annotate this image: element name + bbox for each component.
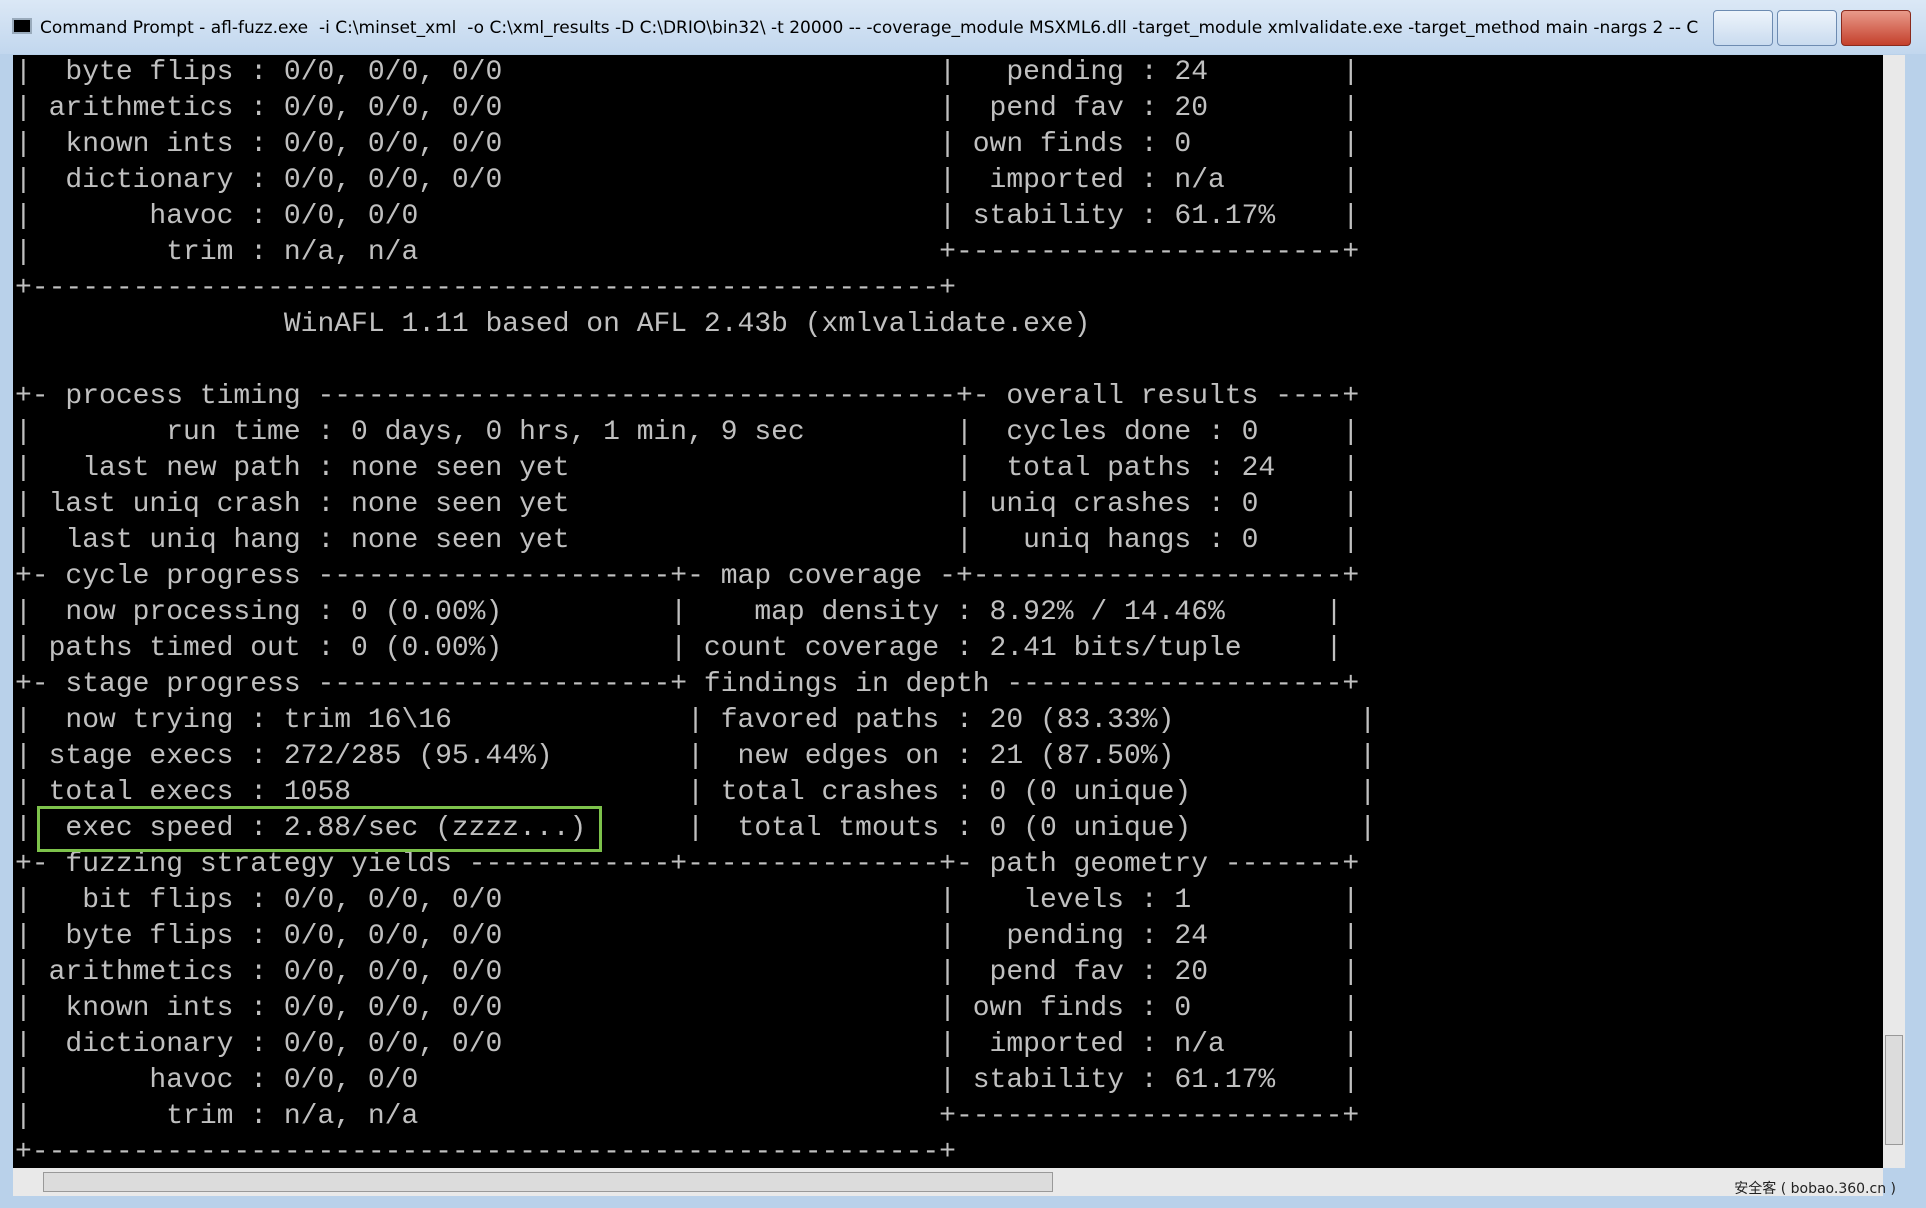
terminal-line: +- stage progress ---------------------+… [15, 669, 1360, 700]
window-title: Command Prompt - afl-fuzz.exe -i C:\mins… [40, 18, 1700, 38]
terminal-line: | arithmetics : 0/0, 0/0, 0/0 | pend fav… [15, 93, 1360, 124]
terminal-line: | bit flips : 0/0, 0/0, 0/0 | levels : 1… [15, 885, 1360, 916]
minimize-button[interactable] [1713, 10, 1773, 46]
terminal-line: +- fuzzing strategy yields ------------+… [15, 849, 1360, 880]
terminal-line: | now trying : trim 16\16 | favored path… [15, 705, 1377, 736]
terminal-text: | byte flips : 0/0, 0/0, 0/0 | pending :… [15, 55, 1376, 1168]
terminal-line: +- cycle progress ---------------------+… [15, 561, 1360, 592]
horizontal-scrollbar[interactable] [13, 1168, 1883, 1196]
terminal: | byte flips : 0/0, 0/0, 0/0 | pending :… [13, 55, 1883, 1168]
terminal-line: WinAFL 1.11 based on AFL 2.43b (xmlvalid… [15, 309, 1091, 340]
terminal-line: | last uniq hang : none seen yet | uniq … [15, 525, 1360, 556]
terminal-line: +---------------------------------------… [15, 273, 956, 304]
terminal-line: | dictionary : 0/0, 0/0, 0/0 | imported … [15, 1029, 1360, 1060]
close-button[interactable] [1841, 10, 1911, 46]
terminal-line: | exec speed : 2.88/sec (zzzz...) | tota… [15, 813, 1377, 844]
terminal-line: | havoc : 0/0, 0/0 | stability : 61.17% … [15, 201, 1360, 232]
terminal-line: | havoc : 0/0, 0/0 | stability : 61.17% … [15, 1065, 1360, 1096]
terminal-line: | byte flips : 0/0, 0/0, 0/0 | pending :… [15, 921, 1360, 952]
highlight-box [37, 806, 602, 852]
vertical-scrollbar[interactable] [1883, 55, 1905, 1168]
watermark: 安全客 ( bobao.360.cn ) [1734, 1181, 1896, 1197]
terminal-line: | last new path : none seen yet | total … [15, 453, 1360, 484]
terminal-line: +- process timing ----------------------… [15, 381, 1360, 412]
terminal-line: | run time : 0 days, 0 hrs, 1 min, 9 sec… [15, 417, 1360, 448]
terminal-line: | dictionary : 0/0, 0/0, 0/0 | imported … [15, 165, 1360, 196]
terminal-line: | last uniq crash : none seen yet | uniq… [15, 489, 1360, 520]
terminal-line: | total execs : 1058 | total crashes : 0… [15, 777, 1377, 808]
terminal-line: | byte flips : 0/0, 0/0, 0/0 | pending :… [15, 57, 1360, 88]
terminal-line: | trim : n/a, n/a +---------------------… [15, 1101, 1360, 1132]
scroll-thumb[interactable] [43, 1172, 1053, 1192]
terminal-line [15, 343, 1376, 379]
app-icon [12, 18, 32, 34]
terminal-line: | known ints : 0/0, 0/0, 0/0 | own finds… [15, 993, 1360, 1024]
maximize-button[interactable] [1777, 10, 1837, 46]
terminal-line: | trim : n/a, n/a +---------------------… [15, 237, 1360, 268]
terminal-line: | arithmetics : 0/0, 0/0, 0/0 | pend fav… [15, 957, 1360, 988]
terminal-line: +---------------------------------------… [15, 1137, 956, 1168]
terminal-line: | paths timed out : 0 (0.00%) | count co… [15, 633, 1343, 664]
title-bar: Command Prompt - afl-fuzz.exe -i C:\mins… [0, 0, 1926, 54]
terminal-line: | stage execs : 272/285 (95.44%) | new e… [15, 741, 1377, 772]
terminal-line: | known ints : 0/0, 0/0, 0/0 | own finds… [15, 129, 1360, 160]
terminal-line: | now processing : 0 (0.00%) | map densi… [15, 597, 1343, 628]
scroll-thumb[interactable] [1885, 1035, 1903, 1145]
